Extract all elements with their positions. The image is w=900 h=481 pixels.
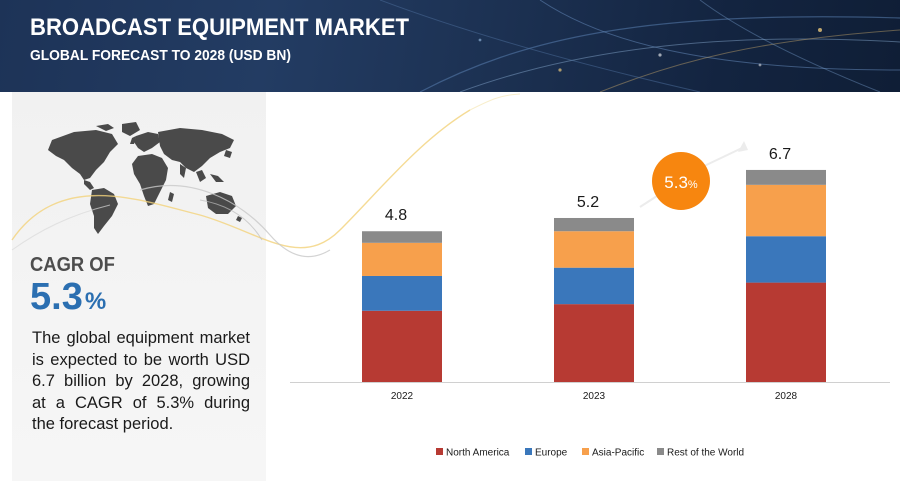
legend-swatch-europe [525,448,532,455]
page-title: BROADCAST EQUIPMENT MARKET [30,14,410,41]
cagr-label: CAGR OF [30,254,115,276]
banner-light-streaks [379,0,900,92]
legend-label-asia-pacific: Asia-Pacific [592,448,644,459]
legend-label-rest-of-the-world: Rest of the World [667,448,744,459]
page-subtitle: GLOBAL FORECAST TO 2028 (USD BN) [30,47,291,64]
bar-2028-europe [746,236,826,283]
bar-2023-rest-of-the-world [554,217,634,232]
bar-2028-asia-pacific [746,184,826,237]
bar-2023-europe [554,267,634,305]
labels-layer: 4.8 2022 5.2 2023 6.7 2028 [385,146,798,402]
legend-swatch-north-america [436,448,443,455]
legend-swatch-asia-pacific [582,448,589,455]
header-banner: BROADCAST EQUIPMENT MARKET GLOBAL FORECA… [0,0,900,92]
total-label-2028: 6.7 [769,146,791,163]
bar-2023-north-america [554,304,634,382]
bar-2028-rest-of-the-world [746,169,826,185]
bar-2022-north-america [362,310,442,382]
cagr-unit: % [84,288,107,315]
bars-layer [290,169,890,383]
market-description: The global equipment market is expected … [32,329,250,433]
bar-2023-asia-pacific [554,231,634,268]
cagr-badge-layer: 5.3% [639,141,748,210]
cagr-badge-unit: % [688,179,698,191]
cagr-badge-label: 5.3% [664,173,698,192]
legend-label-north-america: North America [446,448,510,459]
bar-2022-rest-of-the-world [362,231,442,243]
growth-arrow-head-icon [738,141,748,152]
x-tick-2023: 2023 [583,391,606,402]
total-label-2023: 5.2 [577,194,599,211]
cagr-badge-value: 5.3 [664,173,688,192]
bar-2022-europe [362,275,442,311]
x-tick-2028: 2028 [775,391,798,402]
cagr-badge [652,152,710,210]
legend: North America Europe Asia-Pacific Rest of t… [436,448,744,459]
legend-swatch-rest-of-the-world [657,448,664,455]
cagr-value-row: 5.3% [30,276,106,319]
legend-label-europe: Europe [535,448,568,459]
total-label-2022: 4.8 [385,207,407,224]
x-tick-2022: 2022 [391,391,414,402]
bar-2022-asia-pacific [362,242,442,276]
cagr-value: 5.3 [30,276,83,318]
bar-2028-north-america [746,282,826,382]
